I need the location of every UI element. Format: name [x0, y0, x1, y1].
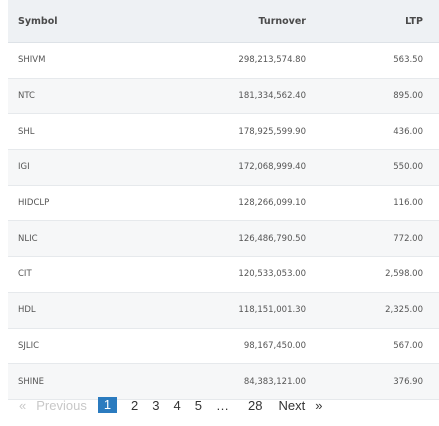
table-body: SHIVM 298,213,574.80 563.50 NTC 181,334,… — [8, 43, 439, 400]
turnover-cell: 120,533,053.00 — [238, 269, 306, 280]
next-arrow-icon: » — [315, 397, 323, 413]
pagination-ellipsis: … — [215, 397, 229, 413]
table-row: SHIVM 298,213,574.80 563.50 — [8, 43, 439, 79]
symbol-cell: NTC — [18, 91, 35, 102]
turnover-cell: 98,167,450.00 — [243, 340, 306, 351]
turnover-cell: 181,334,562.40 — [238, 91, 306, 102]
column-header-turnover[interactable]: Turnover — [258, 15, 307, 27]
table-row: IGI 172,068,999.40 550.00 — [8, 150, 439, 186]
table-row: HDL 118,151,001.30 2,325.00 — [8, 292, 439, 329]
symbol-cell: HIDCLP — [18, 198, 50, 209]
ltp-cell: 895.00 — [393, 91, 423, 102]
turnover-cell: 128,266,099.10 — [238, 198, 306, 209]
turnover-cell: 172,068,999.40 — [238, 162, 306, 173]
turnover-cell: 178,925,599.90 — [238, 126, 306, 137]
table-header: Symbol Turnover LTP — [8, 0, 439, 43]
symbol-cell: SJLIC — [18, 340, 40, 351]
ltp-cell: 567.00 — [393, 340, 423, 351]
turnover-cell: 118,151,001.30 — [238, 305, 306, 316]
page-1-current[interactable]: 1 — [97, 397, 118, 413]
column-header-symbol[interactable]: Symbol — [18, 15, 58, 27]
turnover-cell: 84,383,121.00 — [243, 376, 306, 387]
page-2-link[interactable]: 2 — [131, 397, 139, 413]
symbol-cell: NLIC — [18, 233, 38, 244]
previous-label: Previous — [36, 397, 87, 413]
next-page-button[interactable]: Next » — [278, 398, 322, 413]
table-row: CIT 120,533,053.00 2,598.00 — [8, 257, 439, 293]
ltp-cell: 376.90 — [393, 376, 423, 387]
column-header-ltp[interactable]: LTP — [405, 15, 423, 27]
table-row: NLIC 126,486,790.50 772.00 — [8, 221, 439, 258]
symbol-cell: SHINE — [18, 376, 45, 387]
ltp-cell: 772.00 — [393, 233, 423, 244]
ltp-cell: 116.00 — [393, 198, 423, 209]
table-row: NTC 181,334,562.40 895.00 — [8, 78, 439, 115]
symbol-cell: IGI — [18, 162, 30, 173]
table-row: SHINE 84,383,121.00 376.90 — [8, 364, 439, 400]
ltp-cell: 563.50 — [393, 55, 423, 66]
page-3-link[interactable]: 3 — [152, 397, 160, 413]
ltp-cell: 550.00 — [393, 162, 423, 173]
ltp-cell: 2,325.00 — [385, 305, 423, 316]
next-label: Next — [278, 397, 306, 413]
table-row: HIDCLP 128,266,099.10 116.00 — [8, 186, 439, 222]
page-4-link[interactable]: 4 — [173, 397, 181, 413]
previous-page-button: « Previous — [19, 398, 87, 413]
ltp-cell: 436.00 — [393, 126, 423, 137]
page-28-link[interactable]: 28 — [247, 397, 263, 413]
pagination: « Previous 1 2 3 4 5 … 28 Next » — [19, 396, 322, 414]
table-row: SJLIC 98,167,450.00 567.00 — [8, 329, 439, 365]
turnover-cell: 298,213,574.80 — [238, 55, 306, 66]
symbol-cell: SHIVM — [18, 55, 46, 66]
symbol-cell: HDL — [18, 305, 36, 316]
table-row: SHL 178,925,599.90 436.00 — [8, 114, 439, 151]
turnover-table: Symbol Turnover LTP SHIVM 298,213,574.80… — [8, 0, 439, 400]
ltp-cell: 2,598.00 — [385, 269, 423, 280]
page-5-link[interactable]: 5 — [194, 397, 202, 413]
symbol-cell: CIT — [18, 269, 32, 280]
symbol-cell: SHL — [18, 126, 35, 137]
previous-arrow-icon: « — [19, 397, 27, 413]
turnover-cell: 126,486,790.50 — [238, 233, 306, 244]
